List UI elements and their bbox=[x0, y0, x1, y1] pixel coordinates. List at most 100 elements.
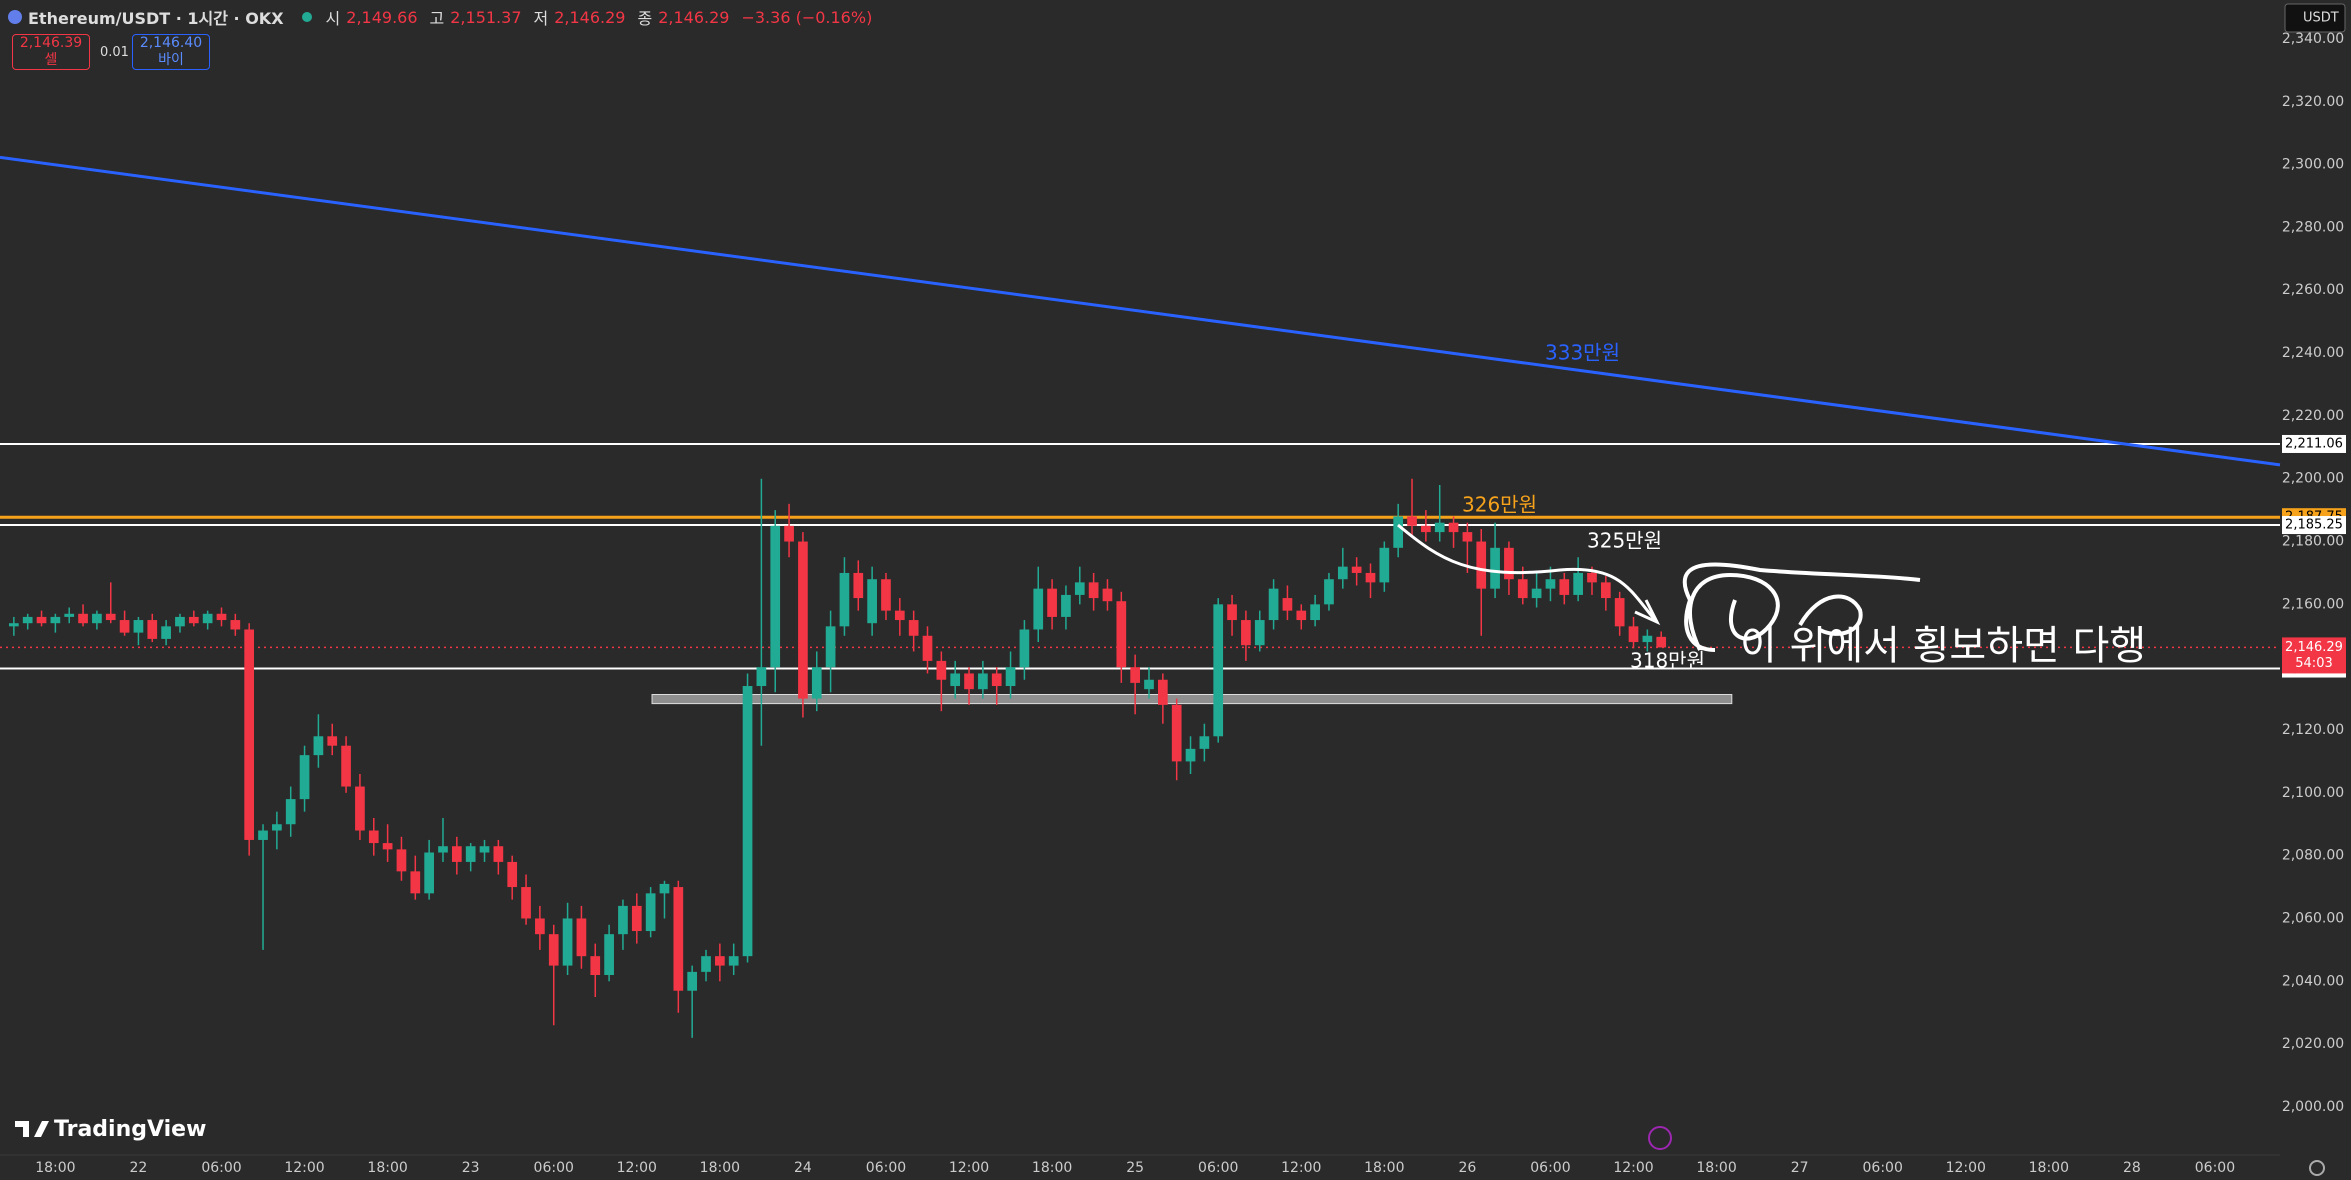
candle-body bbox=[1088, 582, 1099, 599]
countdown: 54:03 bbox=[2295, 656, 2332, 671]
candle-body bbox=[1476, 541, 1487, 589]
y-tick-label: 2,120.00 bbox=[2282, 722, 2344, 738]
candle-body bbox=[1171, 704, 1182, 762]
level-tag bbox=[2282, 434, 2346, 453]
x-tick-label: 12:00 bbox=[1281, 1160, 1321, 1176]
candle-body bbox=[202, 613, 213, 624]
candle-body bbox=[272, 824, 282, 831]
annotation: 318만원 bbox=[1630, 649, 1705, 673]
y-tick-label: 2,340.00 bbox=[2282, 31, 2344, 47]
candle-body bbox=[1047, 588, 1057, 617]
y-tick-label: 2,320.00 bbox=[2282, 94, 2344, 110]
currency: USDT bbox=[2303, 11, 2339, 26]
x-tick-label: 18:00 bbox=[700, 1160, 740, 1176]
candle-body bbox=[742, 686, 753, 957]
candle-body bbox=[936, 660, 947, 680]
candle-body bbox=[1393, 516, 1404, 548]
sell-price: 2,146.39 bbox=[19, 35, 83, 51]
candle-body bbox=[894, 610, 905, 621]
annotation: 이 위에서 횡보하면 다행 bbox=[1740, 623, 2146, 669]
trendline bbox=[0, 155, 2281, 467]
candle-body bbox=[1628, 626, 1639, 643]
candle-body bbox=[991, 673, 1002, 687]
candle-body bbox=[1144, 679, 1154, 690]
candle-body bbox=[438, 846, 448, 853]
buy-button[interactable]: 2,146.40 바이 bbox=[132, 34, 210, 70]
x-tick-label: 06:00 bbox=[866, 1160, 906, 1176]
candle-body bbox=[881, 579, 891, 611]
candle-body bbox=[1130, 667, 1140, 683]
sell-button[interactable]: 2,146.39 셀 bbox=[12, 34, 90, 70]
eth-icon bbox=[8, 10, 22, 24]
buy-price: 2,146.40 bbox=[139, 35, 203, 51]
candle-body bbox=[230, 620, 241, 630]
candle-body bbox=[22, 616, 33, 624]
candle-body bbox=[78, 613, 88, 624]
candle-body bbox=[1656, 636, 1667, 648]
x-tick-label: 18:00 bbox=[367, 1160, 407, 1176]
candle-body bbox=[50, 616, 61, 624]
candle-body bbox=[964, 673, 974, 690]
status-dot bbox=[301, 12, 312, 22]
candle-body bbox=[1227, 604, 1237, 621]
y-tick-label: 2,000.00 bbox=[2282, 1099, 2344, 1115]
x-tick-label: 06:00 bbox=[201, 1160, 241, 1176]
x-tick-label: 27 bbox=[1791, 1160, 1809, 1176]
candle-body bbox=[1531, 588, 1542, 599]
x-tick-label: 12:00 bbox=[284, 1160, 324, 1176]
settings-icon[interactable] bbox=[2309, 1160, 2325, 1176]
x-tick-label: 06:00 bbox=[2195, 1160, 2235, 1176]
scribble bbox=[1682, 562, 1921, 652]
candle-body bbox=[119, 620, 130, 633]
candle-body bbox=[216, 613, 227, 621]
x-tick-label: 28 bbox=[2123, 1160, 2141, 1176]
candle-body bbox=[1310, 604, 1320, 621]
candle-body bbox=[839, 572, 850, 627]
currency-button[interactable] bbox=[2284, 3, 2346, 33]
change: −3.36 (−0.16%) bbox=[741, 7, 873, 27]
candle-body bbox=[396, 849, 407, 872]
candle-body bbox=[1102, 588, 1113, 602]
x-tick-label: 23 bbox=[462, 1160, 480, 1176]
symbol: Ethereum/USDT · 1시간 · OKX bbox=[28, 9, 284, 28]
x-tick-label: 06:00 bbox=[534, 1160, 574, 1176]
candle-body bbox=[244, 629, 255, 840]
candle-body bbox=[978, 673, 988, 690]
candle-body bbox=[756, 667, 767, 687]
arrow bbox=[1397, 523, 1657, 621]
candle-body bbox=[631, 905, 642, 932]
y-tick-label: 2,040.00 bbox=[2282, 973, 2344, 989]
x-tick-label: 12:00 bbox=[949, 1160, 989, 1176]
x-tick-label: 18:00 bbox=[1364, 1160, 1404, 1176]
candle-body bbox=[922, 635, 933, 661]
ohlc-label: 종 bbox=[637, 9, 653, 28]
candle-body bbox=[36, 616, 47, 624]
y-tick-label: 2,300.00 bbox=[2282, 157, 2344, 173]
candle-body bbox=[368, 830, 379, 844]
candle-body bbox=[479, 846, 490, 853]
ohlc-label: 시 bbox=[325, 9, 341, 28]
candle-body bbox=[327, 736, 338, 746]
x-tick-label: 06:00 bbox=[1198, 1160, 1238, 1176]
candle-body bbox=[576, 918, 587, 957]
candle-body bbox=[465, 846, 476, 862]
header: Ethereum/USDT · 1시간 · OKX 시 2,149.66 고 2,1… bbox=[8, 6, 878, 28]
y-tick-label: 2,060.00 bbox=[2282, 910, 2344, 926]
x-tick-label: 26 bbox=[1458, 1160, 1476, 1176]
candle-body bbox=[1407, 516, 1417, 526]
x-tick-label: 18:00 bbox=[1696, 1160, 1736, 1176]
alert-icon[interactable] bbox=[1648, 1126, 1672, 1150]
y-tick-label: 2,280.00 bbox=[2282, 219, 2344, 235]
candle-body bbox=[161, 626, 171, 639]
x-tick-label: 18:00 bbox=[1032, 1160, 1072, 1176]
candle-body bbox=[1545, 579, 1556, 589]
spread: 0.01 bbox=[100, 45, 129, 60]
candle-body bbox=[1517, 579, 1528, 599]
x-tick-label: 18:00 bbox=[2029, 1160, 2069, 1176]
candle-body bbox=[687, 971, 698, 991]
candle-body bbox=[451, 846, 462, 862]
x-tick-label: 12:00 bbox=[1946, 1160, 1986, 1176]
logo-mark bbox=[15, 1121, 49, 1137]
candle-body bbox=[258, 830, 268, 840]
